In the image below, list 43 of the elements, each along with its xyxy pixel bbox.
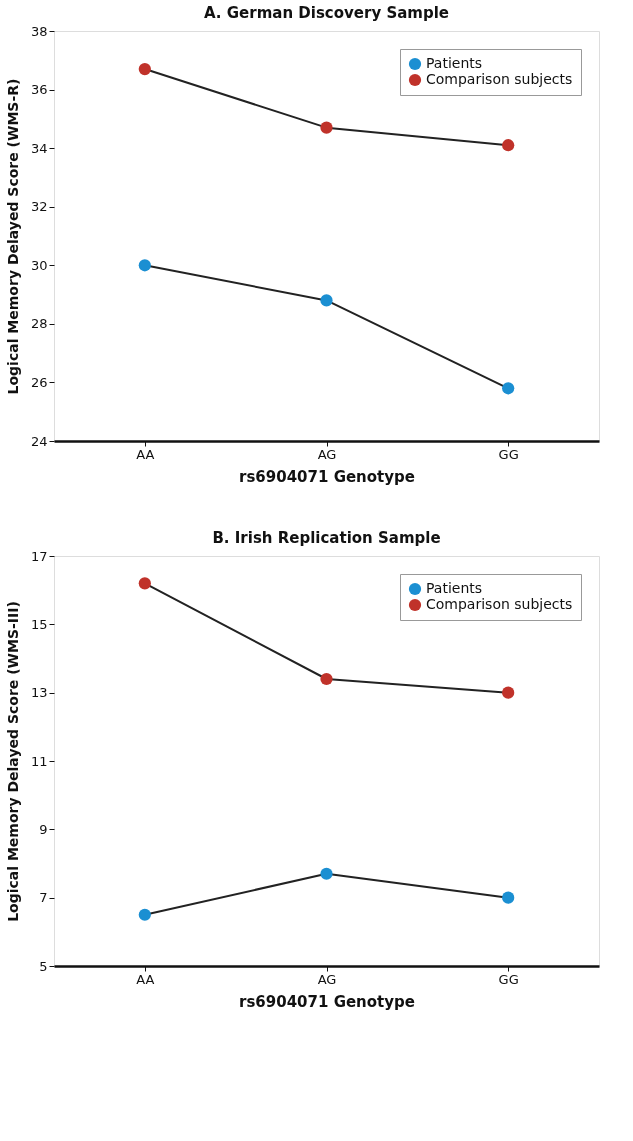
point	[138, 577, 151, 590]
legend-label: Patients	[426, 55, 483, 71]
legend-label: Comparison subjects	[426, 596, 573, 612]
y-tick-label: 11	[30, 753, 48, 769]
point	[320, 121, 333, 134]
point	[320, 294, 333, 307]
point	[502, 891, 515, 904]
x-tick-label: GG	[498, 446, 519, 462]
point	[138, 259, 151, 272]
legend-label: Comparison subjects	[426, 71, 573, 87]
y-tick-label: 9	[39, 821, 48, 837]
chart-title: B. Irish Replication Sample	[212, 529, 441, 547]
point	[502, 382, 515, 395]
point	[320, 672, 333, 686]
x-tick-label: AA	[136, 446, 155, 462]
y-tick-label: 13	[30, 685, 48, 701]
y-axis-title: Logical Memory Delayed Score (WMS-R)	[4, 78, 21, 395]
y-tick-label: 26	[30, 374, 48, 390]
y-axis-title: Logical Memory Delayed Score (WMS-III)	[4, 601, 21, 922]
y-tick-label: 38	[30, 23, 48, 39]
y-tick-label: 17	[30, 548, 48, 564]
y-tick-label: 28	[30, 316, 48, 332]
y-tick-label: 34	[30, 140, 48, 156]
y-tick-label: 5	[39, 958, 48, 974]
legend-label: Patients	[426, 580, 483, 596]
x-axis-title: rs6904071 Genotype	[239, 992, 415, 1011]
chart-title: A. German Discovery Sample	[203, 4, 450, 22]
y-tick-label: 32	[30, 199, 48, 215]
y-tick-label: 30	[30, 257, 48, 273]
x-tick-label: AG	[317, 446, 337, 462]
point	[138, 62, 151, 76]
y-tick-label: 24	[30, 433, 48, 449]
x-tick-label: AG	[317, 971, 337, 987]
y-tick-label: 7	[39, 890, 48, 906]
y-tick-label: 15	[30, 616, 48, 632]
point	[138, 908, 151, 921]
point	[320, 867, 333, 880]
x-tick-label: GG	[498, 971, 519, 987]
x-tick-label: AA	[136, 971, 155, 987]
x-axis-title: rs6904071 Genotype	[239, 467, 415, 486]
y-tick-label: 36	[30, 82, 48, 98]
point	[502, 686, 515, 699]
point	[502, 139, 515, 152]
